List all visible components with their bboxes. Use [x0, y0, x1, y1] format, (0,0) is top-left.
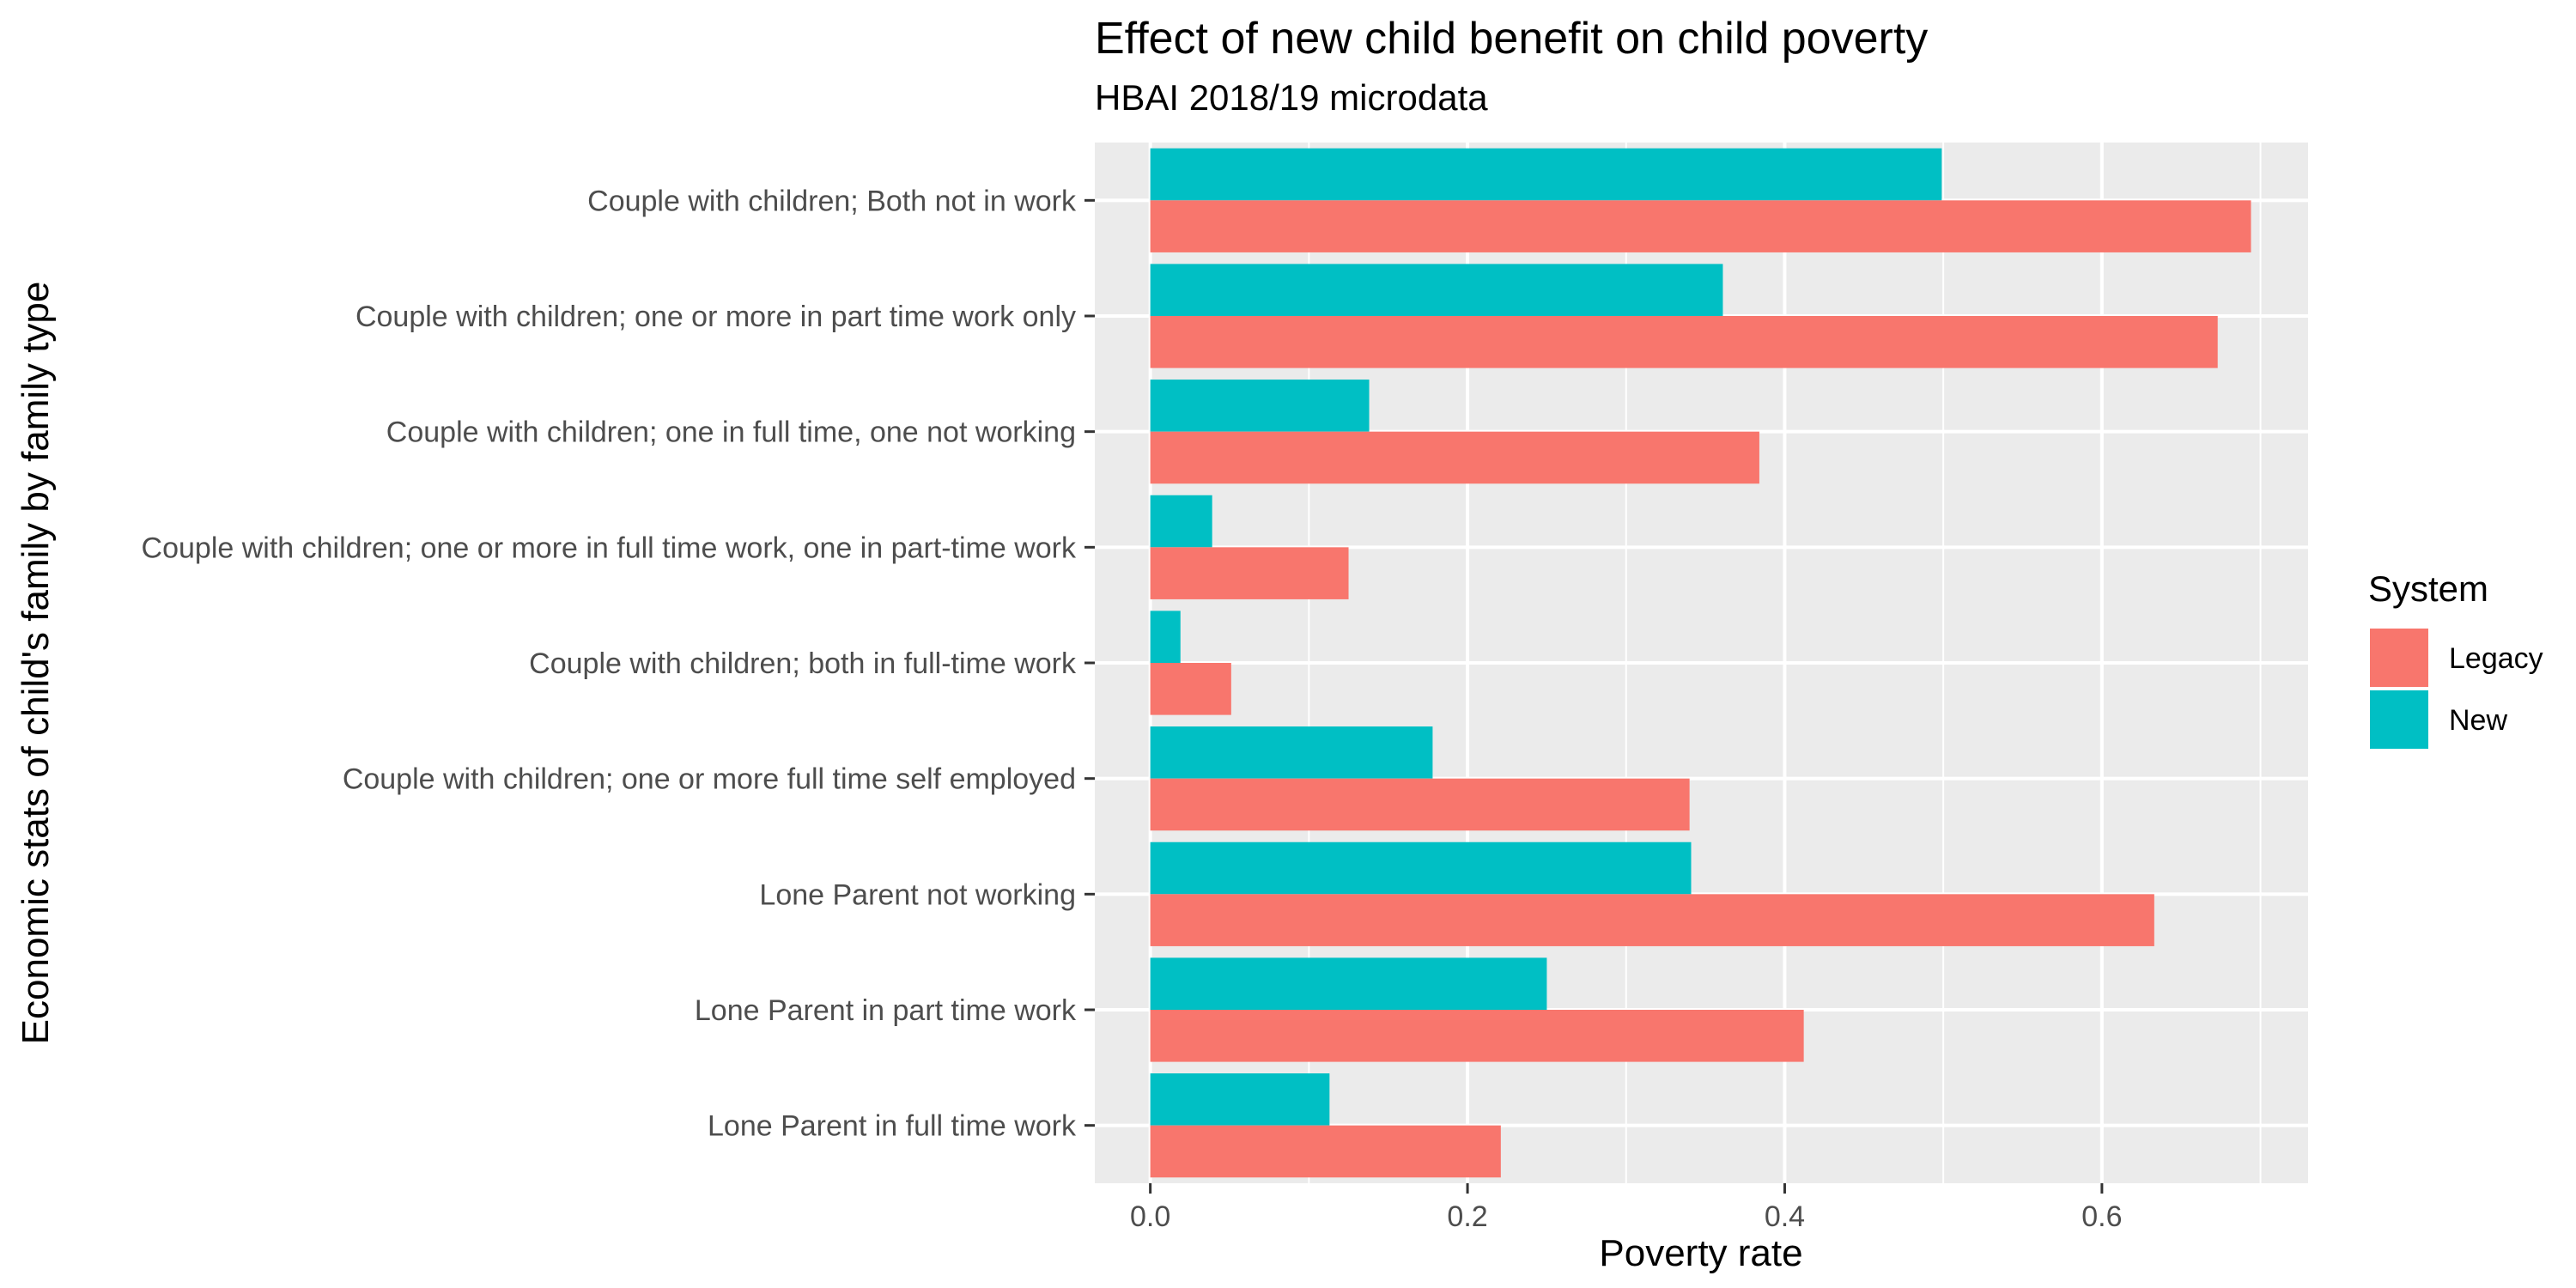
- category-label: Couple with children; one in full time, …: [386, 416, 1076, 449]
- bar-legacy: [1150, 431, 1759, 484]
- bar-legacy: [1150, 1010, 1804, 1062]
- bar-legacy: [1150, 200, 2251, 252]
- x-axis-ticks: 0.0 0.2 0.4 0.6: [1130, 1183, 2123, 1233]
- x-tick-label: 0.4: [1765, 1200, 1805, 1233]
- legend: System Legacy New: [2368, 568, 2543, 749]
- category-label: Lone Parent in part time work: [695, 994, 1077, 1027]
- x-tick-label: 0.6: [2081, 1200, 2122, 1233]
- chart-subtitle: HBAI 2018/19 microdata: [1095, 77, 1488, 118]
- bar-legacy: [1150, 778, 1690, 831]
- x-axis-title: Poverty rate: [1599, 1232, 1802, 1274]
- bar-legacy: [1150, 547, 1349, 599]
- y-axis-category-labels: Couple with children; Both not in work Co…: [142, 185, 1095, 1143]
- category-label: Lone Parent not working: [759, 878, 1076, 911]
- bar-new: [1150, 264, 1723, 316]
- legend-swatch-new: [2370, 690, 2428, 749]
- bars-group: [1150, 148, 2251, 1178]
- bar-legacy: [1150, 316, 2218, 368]
- legend-label-new: New: [2449, 704, 2507, 737]
- bar-new: [1150, 148, 1942, 201]
- bar-new: [1150, 495, 1212, 548]
- bar-legacy: [1150, 894, 2154, 946]
- bar-new: [1150, 726, 1433, 779]
- bar-legacy: [1150, 663, 1231, 715]
- category-label: Couple with children; both in full-time …: [529, 647, 1077, 680]
- legend-title: System: [2368, 568, 2488, 609]
- bar-legacy: [1150, 1125, 1501, 1178]
- category-label: Couple with children; one or more full t…: [343, 763, 1076, 796]
- chart-title: Effect of new child benefit on child pov…: [1095, 14, 1928, 64]
- category-label: Couple with children; one or more in ful…: [142, 532, 1077, 564]
- category-label: Couple with children; one or more in par…: [355, 301, 1076, 333]
- category-label: Lone Parent in full time work: [708, 1110, 1077, 1143]
- y-axis-title: Economic stats of child's family by fami…: [15, 282, 57, 1045]
- bar-new: [1150, 380, 1370, 432]
- legend-label-legacy: Legacy: [2449, 642, 2543, 675]
- x-tick-label: 0.0: [1130, 1200, 1170, 1233]
- category-label: Couple with children; Both not in work: [587, 185, 1077, 217]
- bar-new: [1150, 841, 1692, 895]
- bar-new: [1150, 611, 1181, 663]
- bar-new: [1150, 1073, 1330, 1126]
- bar-new: [1150, 957, 1547, 1010]
- legend-swatch-legacy: [2370, 629, 2428, 687]
- x-tick-label: 0.2: [1447, 1200, 1487, 1233]
